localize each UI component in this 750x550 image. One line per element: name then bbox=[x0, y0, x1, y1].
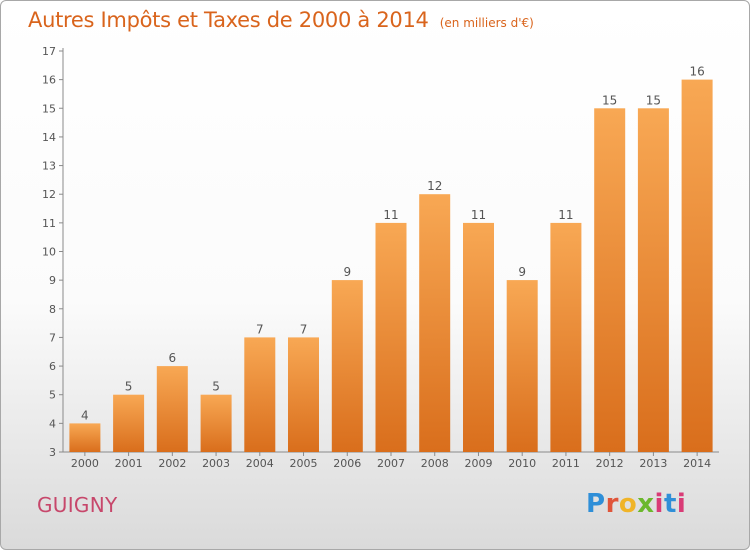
x-tick-label: 2005 bbox=[290, 457, 318, 470]
y-tick-label: 17 bbox=[42, 45, 56, 58]
bar bbox=[637, 108, 669, 453]
chart-title-block: Autres Impôts et Taxes de 2000 à 2014 (e… bbox=[28, 8, 534, 32]
bar-value-label: 9 bbox=[343, 265, 351, 279]
chart-title: Autres Impôts et Taxes de 2000 à 2014 bbox=[28, 8, 429, 32]
chart-subtitle: (en milliers d'€) bbox=[439, 16, 534, 30]
bar-value-label: 15 bbox=[602, 93, 617, 107]
bar-value-label: 7 bbox=[300, 322, 308, 336]
bar bbox=[550, 222, 582, 452]
y-tick-label: 7 bbox=[49, 331, 56, 344]
y-tick-label: 6 bbox=[49, 360, 56, 373]
x-tick-label: 2009 bbox=[464, 457, 492, 470]
bar-value-label: 11 bbox=[471, 208, 486, 222]
bar bbox=[506, 280, 538, 452]
logo-letter: P bbox=[586, 489, 606, 519]
y-tick-label: 13 bbox=[42, 160, 56, 173]
bar bbox=[375, 222, 407, 452]
bar bbox=[200, 394, 232, 452]
bar-value-label: 5 bbox=[212, 380, 220, 394]
bar-value-label: 6 bbox=[169, 351, 177, 365]
logo-letter: i bbox=[676, 489, 687, 519]
bar bbox=[331, 280, 363, 452]
x-tick-label: 2007 bbox=[377, 457, 405, 470]
bar bbox=[594, 108, 626, 453]
y-tick-label: 9 bbox=[49, 274, 56, 287]
y-tick-label: 3 bbox=[49, 446, 56, 459]
bar-value-label: 12 bbox=[427, 179, 442, 193]
commune-name: GUIGNY bbox=[37, 493, 118, 517]
logo-letter: x bbox=[637, 489, 655, 519]
y-tick-label: 10 bbox=[42, 246, 56, 259]
y-tick-label: 12 bbox=[42, 188, 56, 201]
bar bbox=[244, 337, 276, 452]
y-tick-label: 5 bbox=[49, 389, 56, 402]
chart-bars bbox=[69, 79, 713, 453]
y-tick-label: 15 bbox=[42, 102, 56, 115]
bar-value-label: 7 bbox=[256, 322, 264, 336]
y-tick-label: 4 bbox=[49, 417, 56, 430]
bar bbox=[419, 194, 451, 452]
bar bbox=[113, 394, 145, 452]
x-tick-label: 2011 bbox=[552, 457, 580, 470]
x-tick-label: 2004 bbox=[246, 457, 274, 470]
y-tick-label: 8 bbox=[49, 303, 56, 316]
bar-value-label: 15 bbox=[646, 93, 661, 107]
y-tick-label: 14 bbox=[42, 131, 56, 144]
y-tick-label: 16 bbox=[42, 74, 56, 87]
x-tick-label: 2000 bbox=[71, 457, 99, 470]
bar bbox=[69, 423, 101, 452]
x-tick-label: 2013 bbox=[639, 457, 667, 470]
x-tick-label: 2003 bbox=[202, 457, 230, 470]
bar-value-label: 4 bbox=[81, 408, 89, 422]
bar-value-label: 16 bbox=[689, 65, 704, 79]
x-tick-label: 2010 bbox=[508, 457, 536, 470]
x-tick-label: 2002 bbox=[158, 457, 186, 470]
bar-value-label: 11 bbox=[383, 208, 398, 222]
x-tick-label: 2008 bbox=[421, 457, 449, 470]
bar bbox=[681, 79, 713, 452]
bar-value-label: 11 bbox=[558, 208, 573, 222]
chart-data-labels: 4 5 6 5 7 7 9 11 12 11 9 11 15 15 16 bbox=[81, 65, 705, 423]
x-tick-label: 2006 bbox=[333, 457, 361, 470]
bar-value-label: 9 bbox=[518, 265, 526, 279]
x-tick-label: 2012 bbox=[596, 457, 624, 470]
chart-axes: 3 4 5 6 7 8 9 10 11 12 13 14 15 16 17 2000 2001 2002 2003 2… bbox=[42, 45, 719, 470]
logo-letter: t bbox=[663, 489, 677, 519]
logo-letter: r bbox=[605, 489, 619, 519]
bar bbox=[463, 222, 494, 452]
x-tick-label: 2001 bbox=[115, 457, 143, 470]
bar bbox=[288, 337, 319, 452]
logo-letter: i bbox=[654, 489, 664, 519]
proxiti-logo: Proxiti bbox=[586, 489, 686, 519]
bar bbox=[156, 366, 188, 452]
y-tick-label: 11 bbox=[42, 217, 56, 230]
bar-value-label: 5 bbox=[125, 380, 133, 394]
logo-letter: o bbox=[618, 489, 638, 519]
x-tick-label: 2014 bbox=[683, 457, 711, 470]
